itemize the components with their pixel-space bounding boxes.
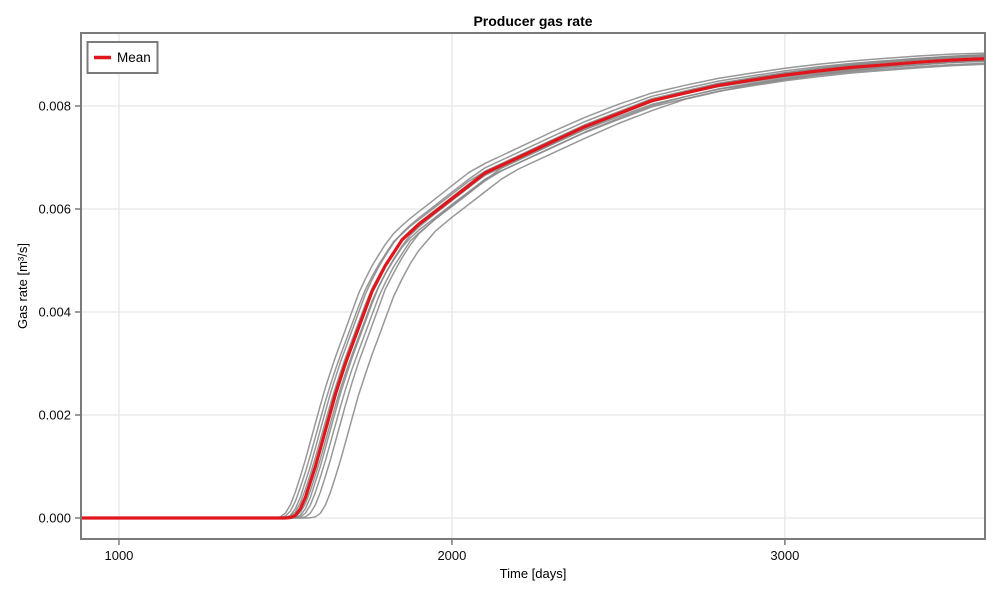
y-axis-label: Gas rate [m³/s] [15, 243, 30, 329]
grid-lines [81, 33, 985, 539]
y-tick-label-0.006: 0.006 [38, 201, 71, 216]
y-tick-label-0.000: 0.000 [38, 510, 71, 525]
realization-line-10 [81, 59, 985, 519]
realization-line-1 [81, 52, 985, 519]
realization-line-6 [81, 63, 985, 519]
y-tick-label-0.002: 0.002 [38, 407, 71, 422]
plot-border [80, 32, 986, 540]
realization-line-3 [81, 54, 985, 519]
legend: Mean [86, 41, 159, 74]
legend-mean-label: Mean [117, 50, 151, 65]
x-tick-label-1000: 1000 [104, 548, 133, 563]
mean-line [81, 57, 985, 520]
y-tick-label-0.008: 0.008 [38, 98, 71, 113]
realization-line-2 [81, 60, 985, 519]
x-tick-label-2000: 2000 [437, 548, 466, 563]
realization-line-5 [81, 55, 985, 519]
realization-line-8 [81, 60, 985, 519]
realization-line-4 [81, 62, 985, 519]
realization-line-9 [81, 53, 985, 519]
x-tick-label-3000: 3000 [770, 548, 799, 563]
realization-line-7 [81, 55, 985, 519]
y-tick-label-0.004: 0.004 [38, 304, 71, 319]
x-axis-label: Time [days] [500, 566, 567, 581]
plot-title: Producer gas rate [473, 13, 592, 29]
